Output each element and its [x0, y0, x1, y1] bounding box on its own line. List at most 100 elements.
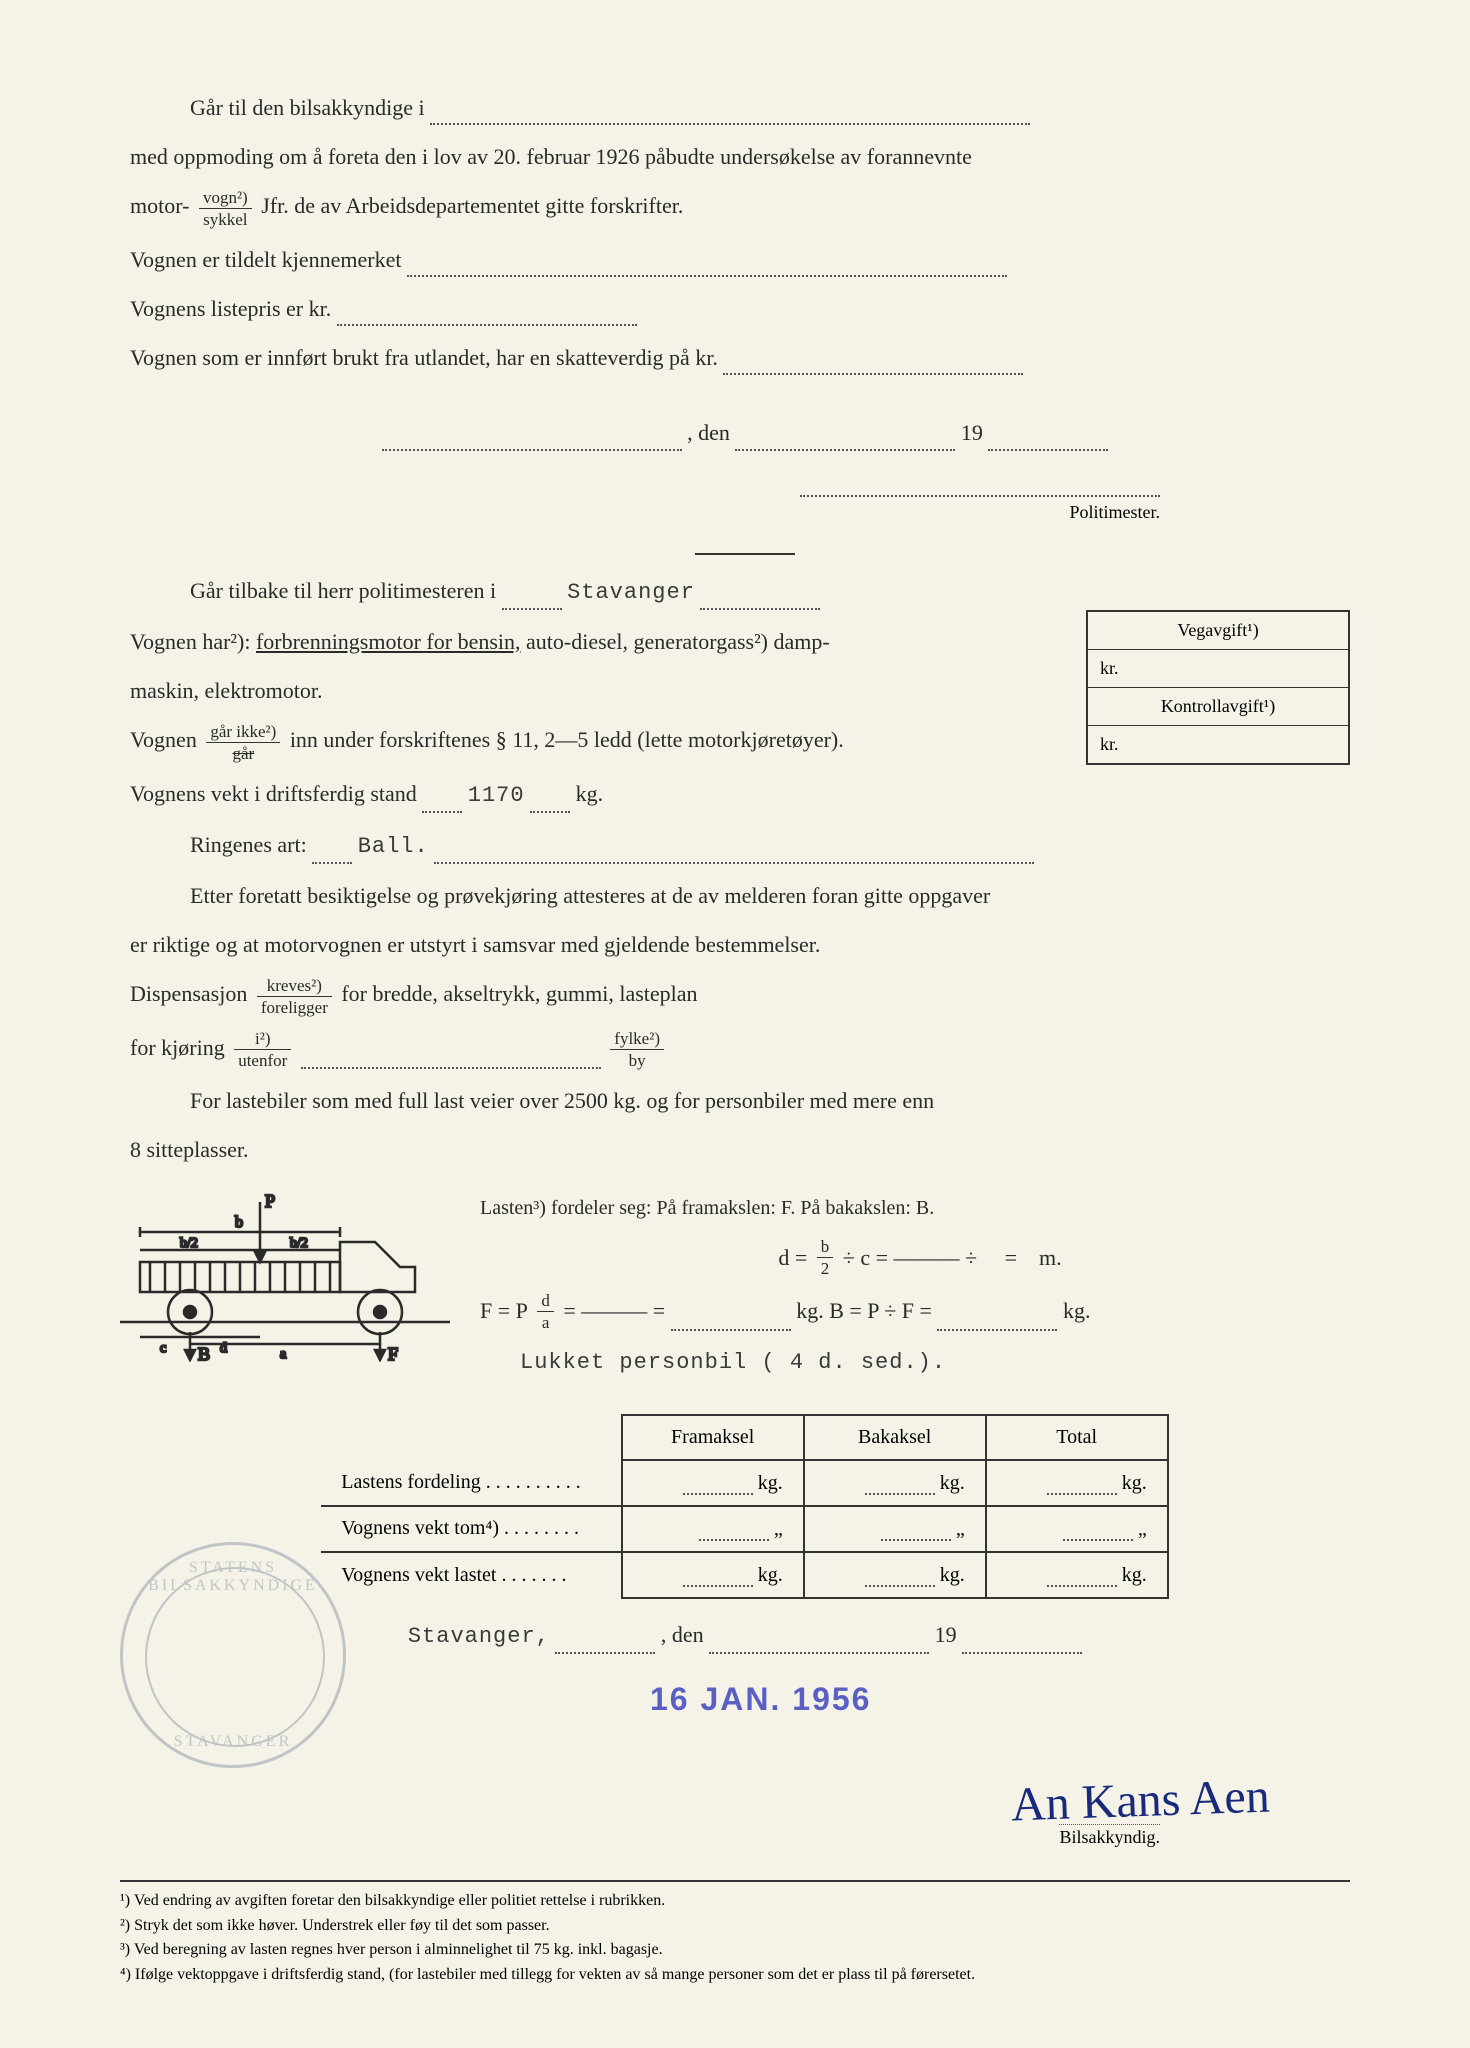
- text: , den: [687, 420, 730, 445]
- text: for bredde, akseltrykk, gummi, lasteplan: [341, 981, 697, 1006]
- blank-field: [430, 99, 1030, 125]
- line-kjennemerket: Vognen er tildelt kjennemerket: [130, 242, 1360, 277]
- line-sitteplasser: 8 sitteplasser.: [130, 1132, 1360, 1167]
- typed-stavanger: Stavanger: [567, 580, 695, 605]
- blank: [312, 838, 352, 864]
- footnote-2: ²) Stryk det som ikke høver. Understrek …: [120, 1915, 1350, 1937]
- text: Vognen har²):: [130, 629, 250, 654]
- fee-box: Vegavgift¹) kr. Kontrollavgift¹) kr.: [1086, 610, 1350, 765]
- col-bakaksel: Bakaksel: [804, 1415, 986, 1460]
- typed-weight: 1170: [468, 783, 525, 808]
- fraction-gaar-ikke: går ikke²) går: [206, 723, 280, 762]
- signature-handwriting: An Kans Aen: [1010, 1769, 1270, 1833]
- fraction-fylke-by: fylke²) by: [610, 1030, 664, 1069]
- blank: [937, 1304, 1057, 1330]
- footnote-4: ⁴) Ifølge vektoppgave i driftsferdig sta…: [120, 1964, 1350, 1986]
- table-row: Vognens vekt tom⁴) . . . . . . . . „ „ „: [321, 1506, 1167, 1552]
- blank: [709, 1628, 929, 1654]
- text: Ringenes art:: [190, 832, 307, 857]
- footnote-3: ³) Ved beregning av lasten regnes hver p…: [120, 1939, 1350, 1961]
- kontrollavgift-kr: kr.: [1088, 726, 1348, 763]
- text: Vognen er tildelt kjennemerket: [130, 247, 401, 272]
- vegavgift-label: Vegavgift¹): [1088, 612, 1348, 650]
- typed-ball: Ball.: [358, 834, 429, 859]
- blank: [530, 787, 570, 813]
- footnote-1: ¹) Ved endring av avgiften foretar den b…: [120, 1890, 1350, 1912]
- politimester-signature-area: Politimester.: [130, 481, 1360, 523]
- table-row: Vognens vekt lastet . . . . . . . kg. kg…: [321, 1552, 1167, 1598]
- blank: [301, 1043, 601, 1069]
- text: Vognens listepris er kr.: [130, 296, 331, 321]
- svg-text:c: c: [160, 1341, 166, 1356]
- blank-field: [723, 349, 1023, 375]
- weight-table: Framaksel Bakaksel Total Lastens fordeli…: [321, 1414, 1168, 1599]
- line-bestemmelser: er riktige og at motorvognen er utstyrt …: [130, 927, 1360, 962]
- line-oppmoding: med oppmoding om å foreta den i lov av 2…: [130, 139, 1360, 174]
- signature-line: [800, 495, 1160, 497]
- typed-stavanger-place: Stavanger,: [408, 1624, 550, 1649]
- line-kjoring: for kjøring i²) utenfor fylke²) by: [130, 1030, 1360, 1069]
- blank: [502, 584, 562, 610]
- svg-text:B: B: [198, 1344, 210, 1362]
- line-politimesteren: Går tilbake til herr politimesteren i St…: [130, 573, 1360, 610]
- blank-field: [407, 251, 1007, 277]
- fraction-utenfor: i²) utenfor: [234, 1030, 291, 1069]
- svg-text:b: b: [235, 1214, 243, 1231]
- bilsakkyndig-label: Bilsakkyndig.: [1059, 1824, 1160, 1848]
- section-separator: [695, 553, 795, 555]
- diagram-row: P B F b b/2 b/2 c d: [130, 1182, 1360, 1394]
- blank: [434, 838, 1034, 864]
- kg-label: kg.: [576, 781, 604, 806]
- text: Vognen som er innført brukt fra utlandet…: [130, 345, 718, 370]
- footnotes: ¹) Ved endring av avgiften foretar den b…: [120, 1880, 1350, 1988]
- blank: [422, 787, 462, 813]
- svg-text:b/2: b/2: [290, 1236, 308, 1251]
- fraction-vogn-sykkel: vogn²) sykkel: [199, 189, 252, 228]
- text: , den: [661, 1622, 704, 1647]
- line-ringenes: Ringenes art: Ball.: [130, 827, 1360, 864]
- text: motor-: [130, 193, 189, 218]
- typed-lukket-personbil: Lukket personbil ( 4 d. sed.).: [480, 1345, 1360, 1380]
- text: Dispensasjon: [130, 981, 247, 1006]
- svg-text:F: F: [388, 1344, 398, 1362]
- line-besiktigelse: Etter foretatt besiktigelse og prøvekjør…: [130, 878, 1360, 913]
- blank: [555, 1628, 655, 1654]
- blank: [962, 1628, 1082, 1654]
- blank-field: [337, 300, 637, 326]
- text: 19: [935, 1622, 957, 1647]
- politimester-label: Politimester.: [1069, 502, 1160, 522]
- blank: [700, 584, 820, 610]
- table-row: Lastens fordeling . . . . . . . . . . kg…: [321, 1460, 1167, 1506]
- formula-fp: F = P da = ——— = kg. B = P ÷ F = kg.: [480, 1291, 1360, 1330]
- line-bilsakkyndige: Går til den bilsakkyndige i: [130, 90, 1360, 125]
- formula-d: d = b2 ÷ c = ——— ÷ = m.: [480, 1238, 1360, 1277]
- text: inn under forskriftenes § 11, 2—5 ledd (…: [290, 727, 844, 752]
- text: 19: [961, 420, 983, 445]
- underlined-forbrenningsmotor: forbrenningsmotor for bensin,: [256, 629, 521, 654]
- text: auto-diesel, generatorgass²) damp-: [526, 629, 830, 654]
- text: Går til den bilsakkyndige i: [190, 95, 425, 120]
- svg-text:b/2: b/2: [180, 1236, 198, 1251]
- kontrollavgift-label: Kontrollavgift¹): [1088, 688, 1348, 726]
- formula-block: Lasten³) fordeler seg: På framakslen: F.…: [480, 1182, 1360, 1394]
- blank: [671, 1304, 791, 1330]
- date-stamp: 16 JAN. 1956: [650, 1681, 871, 1718]
- blank-date: [735, 424, 955, 450]
- text: Jfr. de av Arbeidsdepartementet gitte fo…: [261, 193, 683, 218]
- line-lastebiler: For lastebiler som med full last veier o…: [130, 1083, 1360, 1118]
- table-header-row: Framaksel Bakaksel Total: [321, 1415, 1167, 1460]
- line-dispensasjon: Dispensasjon kreves²) foreligger for bre…: [130, 976, 1360, 1015]
- line-listepris: Vognens listepris er kr.: [130, 291, 1360, 326]
- text: for kjøring: [130, 1035, 225, 1060]
- truck-diagram-icon: P B F b b/2 b/2 c d: [120, 1182, 450, 1362]
- fraction-kreves: kreves²) foreligger: [257, 977, 332, 1016]
- text: Går tilbake til herr politimesteren i: [190, 578, 496, 603]
- text: Vognen: [130, 727, 197, 752]
- date-line-top: , den 19: [130, 415, 1360, 450]
- svg-text:P: P: [265, 1191, 275, 1211]
- col-total: Total: [986, 1415, 1168, 1460]
- lasten-label: Lasten³) fordeler seg: På framakslen: F.…: [480, 1192, 1360, 1224]
- line-skatteverdig: Vognen som er innført brukt fra utlandet…: [130, 340, 1360, 375]
- line-vekt: Vognens vekt i driftsferdig stand 1170 k…: [130, 776, 1360, 813]
- blank-place: [382, 424, 682, 450]
